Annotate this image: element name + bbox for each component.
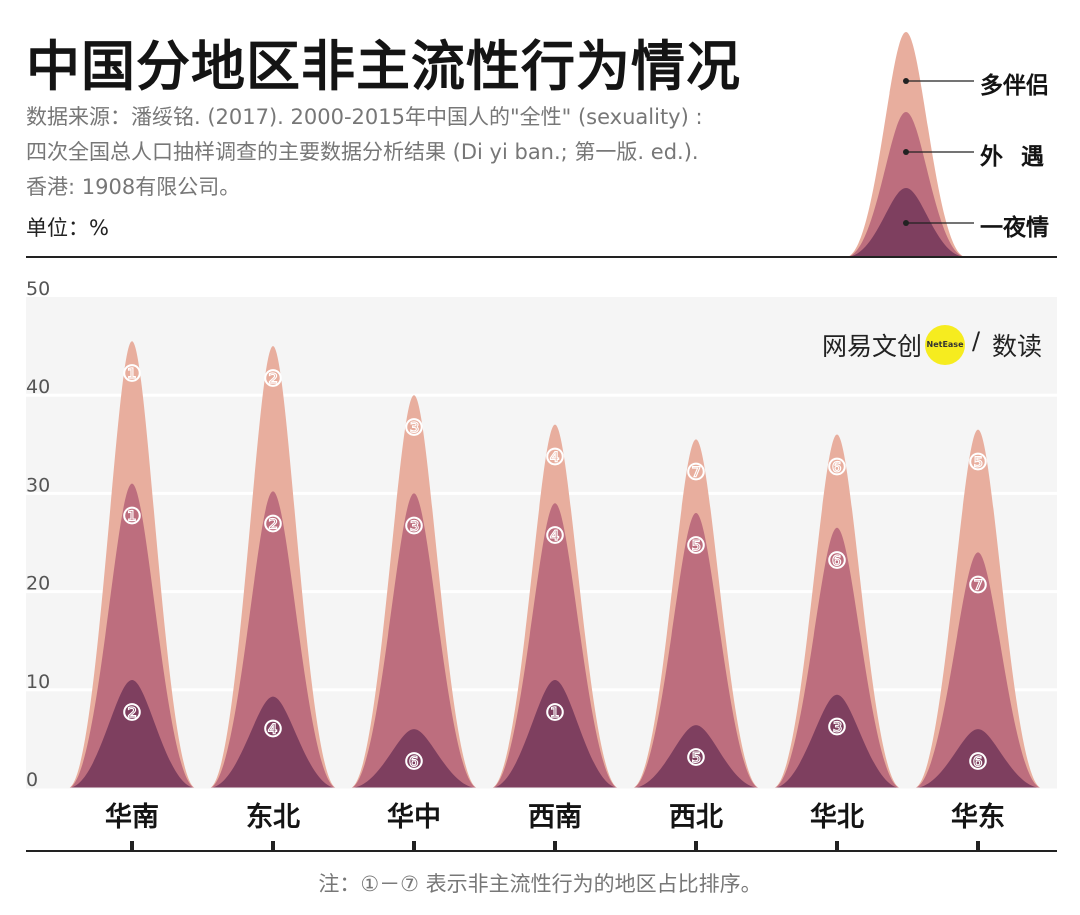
legend-label-multi: 多伴侣 [980,73,1049,99]
x-tick-mark [694,841,698,850]
rank-label: ③ [404,514,424,539]
peak-onenight [914,729,1042,788]
page-title: 中国分地区非主流性行为情况 [26,35,741,98]
rank-label: ④ [545,524,565,549]
unit-label: 单位：% [26,216,109,240]
x-tick-label: 华北 [810,802,864,833]
rank-label: ③ [827,716,847,741]
x-tick-label: 华东 [951,802,1005,833]
source-line: 数据来源：潘绥铭. (2017). 2000-2015年中国人的"全性" (se… [26,105,703,129]
x-tick-mark [130,841,134,850]
footer-divider [26,850,1057,852]
rank-label: ⑥ [827,549,847,574]
rank-label: ① [122,362,142,387]
source-line: 香港: 1908有限公司。 [26,175,241,199]
legend-shape-affair [846,112,966,257]
y-tick-label: 30 [26,474,50,496]
legend: 多伴侣 外遇 一夜情 [838,24,1078,258]
y-tick-label: 40 [26,376,50,398]
x-tick-mark [553,841,557,850]
footnote: 注：①－⑦ 表示非主流性行为的地区占比排序。 [318,872,762,896]
rank-label: ⑤ [968,451,988,476]
rank-label: ② [263,367,283,392]
x-tick-label: 华中 [387,802,441,833]
peak-onenight [350,729,478,788]
chart-plot: 0 10 20 30 40 50 ① ① ② ② ② ④ ③ ③ ⑥ ④ ④ ① ⑦ ⑤ ⑤ ⑥ ⑥ ③ ⑤ ⑦ ⑥ [26,278,1057,791]
rank-label: ② [263,512,283,537]
x-tick-label: 西南 [528,802,582,833]
brand-badge: NetEase [925,325,965,365]
rank-label: ⑥ [827,455,847,480]
x-tick-label: 华南 [105,802,159,833]
y-tick-label: 20 [26,573,50,595]
peak-onenight [68,679,196,788]
legend-label-affair: 外遇 [980,144,1062,170]
legend-graphic [846,32,974,257]
rank-label: ⑥ [404,750,424,775]
x-tick-mark [271,841,275,850]
peak-affair [773,527,901,788]
rank-label: ⑦ [968,573,988,598]
x-tick-label: 东北 [246,802,300,833]
rank-label: ④ [545,446,565,471]
x-tick-mark [835,841,839,850]
rank-label: ① [545,701,565,726]
peak-affair [914,552,1042,788]
peak-onenight [632,725,760,788]
brand-logo: 网易文创 NetEase / 数读 [822,325,1052,365]
header-divider [26,256,1057,258]
brand-suffix: 数读 [992,332,1043,361]
rank-label: ⑥ [968,750,988,775]
legend-label-onenight: 一夜情 [980,215,1049,241]
peak-affair [209,491,337,788]
x-tick-mark [976,841,980,850]
rank-label: ① [122,505,142,530]
y-tick-label: 10 [26,671,50,693]
y-tick-label: 50 [26,278,50,300]
x-tick-mark [412,841,416,850]
peak-affair [350,493,478,788]
x-tick-label: 西北 [669,802,723,833]
brand-name: 网易文创 [822,332,923,361]
rank-label: ④ [263,718,283,743]
peak-onenight [773,694,901,788]
brand-slash: / [972,327,981,355]
peak-onenight [491,679,619,788]
rank-label: ⑤ [686,534,706,559]
peak-affair [632,513,760,788]
peak-affair [491,503,619,788]
source-line: 四次全国总人口抽样调查的主要数据分析结果 (Di yi ban.; 第一版. e… [26,140,699,164]
rank-label: ⑦ [686,460,706,485]
peak-onenight [209,696,337,788]
rank-label: ② [122,701,142,726]
y-tick-label: 0 [26,769,38,791]
rank-label: ⑤ [686,746,706,771]
data-source: 数据来源：潘绥铭. (2017). 2000-2015年中国人的"全性" (se… [26,100,826,205]
peak-affair [68,483,196,788]
rank-label: ③ [404,416,424,441]
